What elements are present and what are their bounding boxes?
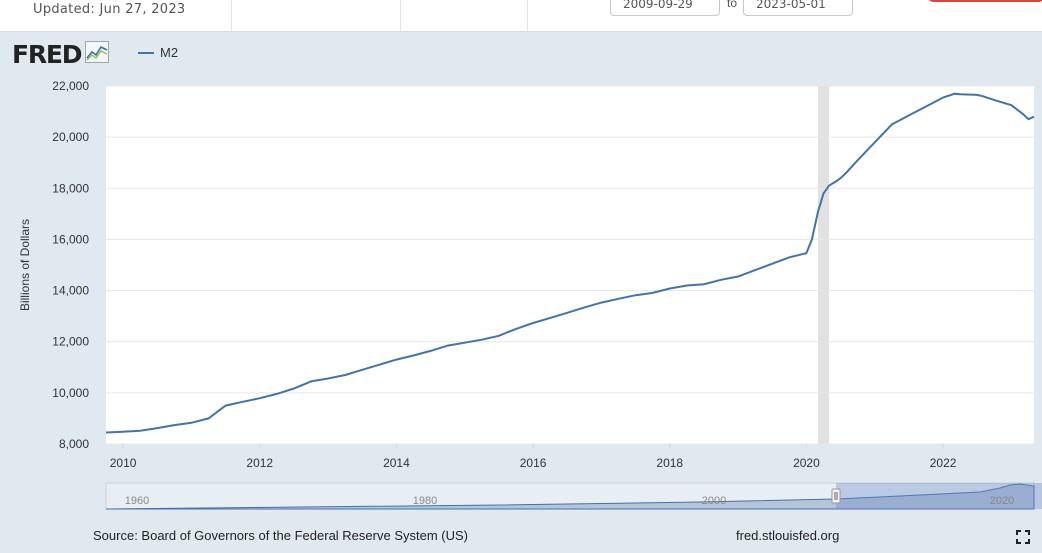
legend-swatch bbox=[138, 51, 154, 54]
fullscreen-icon[interactable] bbox=[1016, 530, 1030, 549]
navigator-label: 1980 bbox=[413, 495, 437, 507]
navigator-handle[interactable] bbox=[831, 488, 841, 504]
plot-area bbox=[106, 86, 1034, 444]
y-tick-label: 16,000 bbox=[52, 232, 89, 246]
navigator-series bbox=[105, 483, 1035, 510]
divider bbox=[400, 0, 401, 31]
fred-logo[interactable]: FRED bbox=[12, 40, 110, 69]
y-tick-label: 22,000 bbox=[52, 79, 89, 93]
x-tick-label: 2022 bbox=[930, 456, 957, 470]
line-chart-icon bbox=[85, 41, 110, 68]
edit-graph-button[interactable] bbox=[928, 0, 1042, 2]
source-text: Source: Board of Governors of the Federa… bbox=[93, 528, 468, 543]
divider bbox=[231, 0, 232, 31]
x-tick-label: 2020 bbox=[793, 456, 820, 470]
x-tick-label: 2018 bbox=[656, 456, 683, 470]
y-tick-label: 18,000 bbox=[52, 181, 89, 195]
series-line-m2 bbox=[105, 92, 1035, 434]
start-date-input[interactable]: 2009-09-29 bbox=[610, 0, 720, 16]
navigator-label: 2000 bbox=[702, 495, 726, 507]
y-tick-label: 10,000 bbox=[52, 386, 89, 400]
top-bar: Updated: Jun 27, 2023 2009-09-29 to 2023… bbox=[0, 0, 1042, 32]
y-tick-label: 8,000 bbox=[59, 437, 89, 451]
y-tick-label: 14,000 bbox=[52, 284, 89, 298]
navigator-label: 1960 bbox=[125, 495, 149, 507]
y-tick-label: 20,000 bbox=[52, 130, 89, 144]
end-date-input[interactable]: 2023-05-01 bbox=[743, 0, 853, 16]
navigator-label: 2020 bbox=[990, 495, 1014, 507]
navigator-selection[interactable] bbox=[836, 483, 1042, 509]
x-tick-label: 2012 bbox=[246, 456, 273, 470]
legend-label: M2 bbox=[160, 45, 179, 60]
y-tick-label: 12,000 bbox=[52, 335, 89, 349]
recession-shading bbox=[818, 86, 829, 444]
site-link[interactable]: fred.stlouisfed.org bbox=[736, 528, 840, 543]
y-axis-label: Billions of Dollars bbox=[18, 218, 32, 312]
date-separator: to bbox=[727, 0, 738, 10]
updated-text: Updated: Jun 27, 2023 bbox=[33, 2, 186, 17]
divider bbox=[527, 0, 528, 31]
x-tick-label: 2016 bbox=[520, 456, 547, 470]
logo-text: FRED bbox=[12, 40, 83, 69]
chart-legend: M2 bbox=[138, 45, 178, 60]
x-tick-label: 2014 bbox=[383, 456, 410, 470]
x-tick-label: 2010 bbox=[110, 456, 137, 470]
